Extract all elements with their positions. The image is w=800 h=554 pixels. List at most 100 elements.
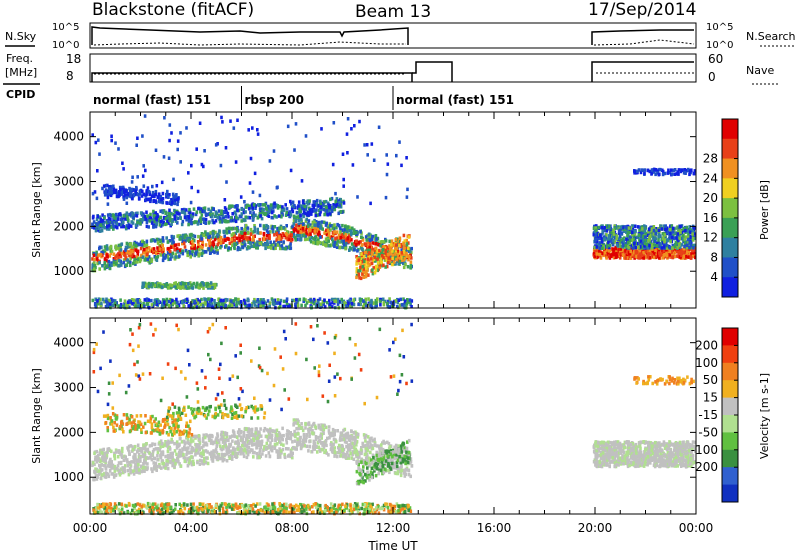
heatmap-cell bbox=[375, 303, 378, 308]
heatmap-cell bbox=[330, 297, 334, 302]
heatmap-cell bbox=[133, 213, 137, 218]
heatmap-cell bbox=[288, 210, 292, 214]
heatmap-cell bbox=[309, 223, 312, 227]
heatmap-cell bbox=[409, 302, 412, 307]
heatmap-cell bbox=[117, 243, 121, 248]
heatmap-cell bbox=[631, 246, 635, 250]
heatmap-cell bbox=[279, 226, 283, 230]
heatmap-cell bbox=[301, 234, 305, 238]
heatmap-cell bbox=[242, 210, 246, 215]
heatmap-cell bbox=[224, 146, 228, 150]
heatmap-cell bbox=[309, 232, 312, 236]
heatmap-cell bbox=[91, 225, 94, 229]
heatmap-cell bbox=[212, 207, 215, 211]
heatmap-cell bbox=[299, 237, 303, 241]
heatmap-cell bbox=[183, 211, 187, 215]
heatmap-cell bbox=[619, 247, 622, 251]
heatmap-cell bbox=[374, 268, 378, 273]
heatmap-cell bbox=[357, 269, 360, 273]
heatmap-cell bbox=[671, 244, 675, 248]
heatmap-cell bbox=[373, 255, 377, 260]
heatmap-cell bbox=[357, 240, 361, 245]
heatmap-cell bbox=[362, 254, 366, 259]
heatmap-cell bbox=[273, 298, 277, 302]
heatmap-cell bbox=[106, 213, 110, 217]
heatmap-cell bbox=[110, 263, 113, 267]
heatmap-cell bbox=[137, 242, 141, 246]
heatmap-cell bbox=[409, 266, 413, 270]
heatmap-cell bbox=[95, 217, 99, 221]
heatmap-cell bbox=[654, 172, 657, 177]
heatmap-cell bbox=[372, 158, 376, 162]
heatmap-cell bbox=[390, 304, 393, 309]
heatmap-cell bbox=[377, 255, 381, 259]
heatmap-cell bbox=[136, 211, 139, 215]
heatmap-cell bbox=[152, 209, 155, 214]
heatmap-cell bbox=[347, 301, 350, 305]
heatmap-cell bbox=[278, 204, 282, 209]
heatmap-cell bbox=[273, 201, 276, 205]
heatmap-cell bbox=[357, 258, 360, 262]
heatmap-cell bbox=[634, 229, 637, 234]
heatmap-cell bbox=[240, 230, 243, 235]
heatmap-cell bbox=[636, 235, 640, 239]
heatmap-cell bbox=[652, 245, 656, 249]
heatmap-cell bbox=[624, 243, 628, 248]
heatmap-cell bbox=[607, 251, 610, 255]
heatmap-cell bbox=[388, 244, 391, 248]
heatmap-cell bbox=[361, 265, 365, 269]
heatmap-cell bbox=[271, 225, 275, 229]
heatmap-cell bbox=[183, 215, 187, 220]
heatmap-cell bbox=[271, 299, 275, 303]
heatmap-cell bbox=[677, 243, 681, 248]
heatmap-cell bbox=[106, 223, 109, 227]
heatmap-cell bbox=[168, 208, 171, 212]
heatmap-cell bbox=[629, 226, 633, 230]
heatmap-cell bbox=[364, 242, 368, 246]
heatmap-cell bbox=[683, 170, 687, 175]
heatmap-cell bbox=[179, 131, 182, 135]
heatmap-cell bbox=[251, 126, 254, 130]
heatmap-cell bbox=[364, 250, 367, 255]
heatmap-cell bbox=[139, 211, 143, 215]
heatmap-cell bbox=[355, 255, 358, 259]
heatmap-cell bbox=[160, 249, 164, 253]
heatmap-cell bbox=[313, 209, 316, 213]
heatmap-cell bbox=[118, 190, 122, 194]
heatmap-cell bbox=[141, 284, 145, 288]
heatmap-cell bbox=[595, 252, 599, 256]
heatmap-cell bbox=[285, 302, 289, 307]
heatmap-cell bbox=[122, 458, 126, 462]
heatmap-cell bbox=[92, 267, 96, 271]
heatmap-cell bbox=[293, 204, 296, 208]
heatmap-cell bbox=[328, 302, 332, 306]
heatmap-cell bbox=[316, 240, 319, 245]
heatmap-cell bbox=[351, 226, 354, 230]
heatmap-cell bbox=[305, 301, 309, 305]
heatmap-cell bbox=[283, 227, 287, 231]
heatmap-cell bbox=[175, 247, 179, 251]
heatmap-cell bbox=[136, 300, 140, 304]
heatmap-cell bbox=[154, 189, 158, 194]
heatmap-cell bbox=[352, 300, 355, 305]
heatmap-cell bbox=[208, 244, 212, 249]
heatmap-cell bbox=[621, 225, 624, 230]
heatmap-cell bbox=[234, 160, 238, 164]
heatmap-cell bbox=[171, 218, 174, 223]
heatmap-cell bbox=[205, 297, 208, 302]
heatmap-cell bbox=[608, 236, 611, 240]
heatmap-cell bbox=[685, 250, 689, 254]
heatmap-cell bbox=[302, 297, 306, 301]
heatmap-cell bbox=[190, 215, 194, 219]
heatmap-cell bbox=[387, 305, 391, 309]
heatmap-cell bbox=[113, 301, 117, 306]
heatmap-cell bbox=[98, 215, 101, 219]
heatmap-cell bbox=[103, 216, 106, 220]
heatmap-cell bbox=[182, 207, 186, 212]
heatmap-cell bbox=[167, 286, 170, 290]
heatmap-cell bbox=[246, 226, 250, 230]
heatmap-cell bbox=[408, 300, 411, 304]
heatmap-cell bbox=[241, 245, 245, 249]
heatmap-cell bbox=[367, 297, 370, 301]
heatmap-cell bbox=[161, 444, 165, 448]
